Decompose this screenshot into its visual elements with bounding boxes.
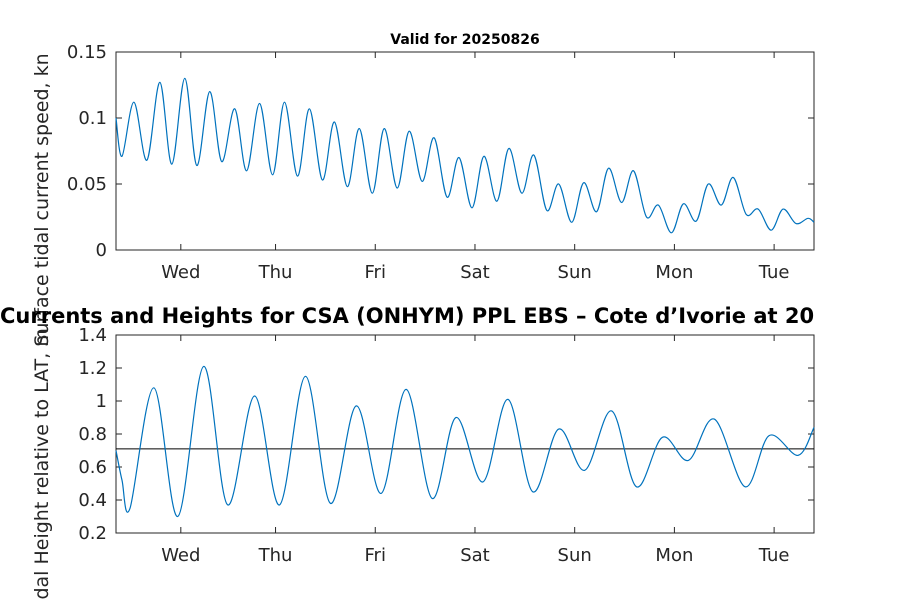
x-tick-label: Wed <box>161 545 200 566</box>
y-tick-label: 0.1 <box>78 108 107 129</box>
y-tick-label: 0.6 <box>78 457 107 478</box>
y-tick-label: 0.4 <box>78 490 107 511</box>
x-tick-label: Sun <box>558 262 592 283</box>
x-tick-label: Thu <box>258 262 293 283</box>
tidal-height-chart: Tidal Height relative to LAT, m 0.2 0.4 0.… <box>31 325 815 600</box>
x-tick-label: Thu <box>258 545 293 566</box>
x-tick-label: Wed <box>161 262 200 283</box>
x-tick-label: Mon <box>655 545 693 566</box>
x-tick-label: Sat <box>460 545 490 566</box>
y-tick-label: 0.8 <box>78 424 107 445</box>
current-speed-chart: Valid for 20250826 Surface tidal current… <box>31 32 815 347</box>
y-tick-label: 1.2 <box>78 358 107 379</box>
y-tick-label: 0.2 <box>78 523 107 544</box>
y-tick-label: 0.15 <box>67 42 107 63</box>
y-axis-label: Tidal Height relative to LAT, m <box>31 328 53 600</box>
y-tick-label: 0 <box>96 240 107 261</box>
x-tick-label: Sun <box>558 545 592 566</box>
x-tick-label: Mon <box>655 262 693 283</box>
x-tick-label: Tue <box>758 262 790 283</box>
y-tick-label: 0.05 <box>67 174 107 195</box>
y-tick-label: 1.4 <box>78 325 107 346</box>
chart-title: Valid for 20250826 <box>390 32 539 48</box>
y-axis-label: Surface tidal current speed, kn <box>31 53 53 346</box>
figure-title: Currents and Heights for CSA (ONHYM) PPL… <box>0 304 814 328</box>
x-tick-label: Tue <box>758 545 790 566</box>
y-tick-label: 1 <box>96 391 107 412</box>
series-line <box>115 77 815 234</box>
x-tick-label: Fri <box>365 262 386 283</box>
x-tick-label: Sat <box>460 262 490 283</box>
x-tick-label: Fri <box>365 545 386 566</box>
plot-area <box>115 51 815 251</box>
series-line <box>115 365 815 518</box>
